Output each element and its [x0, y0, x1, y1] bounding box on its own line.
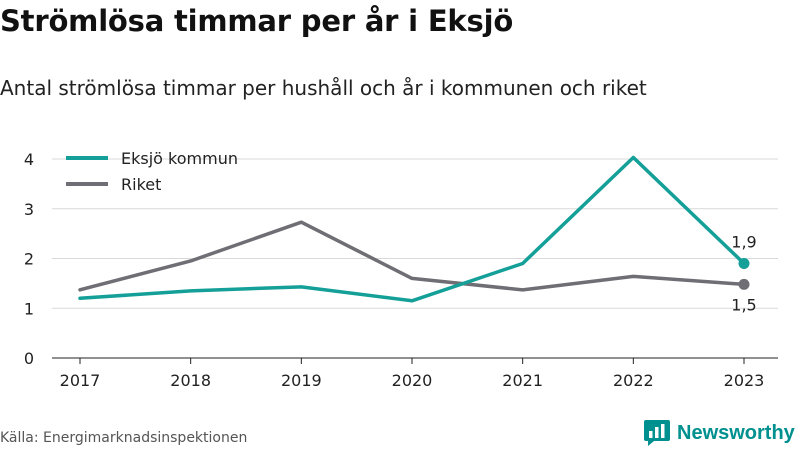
series-line-eksjo — [78, 155, 746, 303]
y-tick-label: 0 — [24, 349, 34, 368]
series-line-riket — [78, 220, 746, 292]
x-tick-label: 2023 — [724, 371, 765, 390]
source-note: Källa: Energimarknadsinspektionen — [0, 430, 248, 446]
brand-name: Newsworthy — [677, 421, 795, 444]
y-tick-label: 2 — [24, 250, 34, 269]
x-tick-label: 2017 — [60, 371, 101, 390]
legend-label: Riket — [121, 175, 161, 194]
x-tick-label: 2018 — [170, 371, 211, 390]
y-tick-label: 3 — [24, 200, 34, 219]
y-tick-label: 1 — [24, 299, 34, 318]
newsworthy-chart-bubble-icon — [644, 420, 670, 446]
x-tick-label: 2021 — [502, 371, 543, 390]
data-label-eksjo: 1,9 — [731, 232, 756, 251]
chart-title: Strömlösa timmar per år i Eksjö — [0, 4, 514, 38]
y-tick-label: 4 — [24, 150, 34, 169]
chart-subtitle: Antal strömlösa timmar per hushåll och å… — [0, 76, 647, 100]
x-tick-label: 2022 — [613, 371, 654, 390]
series-end-point — [738, 257, 750, 269]
x-tick-label: 2019 — [281, 371, 322, 390]
series-end-point — [738, 278, 750, 290]
data-label-riket: 1,5 — [731, 295, 756, 314]
newsworthy-logo: Newsworthy — [644, 419, 795, 447]
x-tick-label: 2020 — [392, 371, 433, 390]
legend-label: Eksjö kommun — [121, 149, 238, 168]
